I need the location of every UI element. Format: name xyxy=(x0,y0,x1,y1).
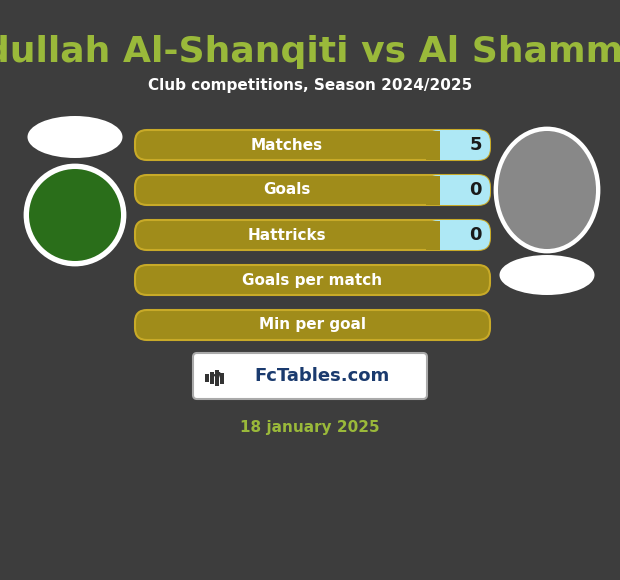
FancyBboxPatch shape xyxy=(426,175,490,205)
Text: Goals: Goals xyxy=(263,183,310,198)
Ellipse shape xyxy=(498,131,596,249)
Text: 18 january 2025: 18 january 2025 xyxy=(240,420,380,435)
Text: Matches: Matches xyxy=(250,137,322,153)
Text: 0: 0 xyxy=(469,226,482,244)
Bar xyxy=(220,372,224,383)
Ellipse shape xyxy=(27,116,123,158)
FancyBboxPatch shape xyxy=(135,265,490,295)
Bar xyxy=(215,370,219,386)
Text: Goals per match: Goals per match xyxy=(242,273,383,288)
Text: Hattricks: Hattricks xyxy=(247,227,326,242)
FancyBboxPatch shape xyxy=(135,175,490,205)
Text: Min per goal: Min per goal xyxy=(259,317,366,332)
Bar xyxy=(426,176,440,205)
Text: 5: 5 xyxy=(469,136,482,154)
Ellipse shape xyxy=(500,255,595,295)
Bar xyxy=(426,220,440,249)
FancyBboxPatch shape xyxy=(135,220,490,250)
Text: Abdullah Al-Shanqiti vs Al Shammary: Abdullah Al-Shanqiti vs Al Shammary xyxy=(0,35,620,69)
Bar xyxy=(205,374,209,382)
FancyBboxPatch shape xyxy=(135,130,490,160)
FancyBboxPatch shape xyxy=(426,130,490,160)
Circle shape xyxy=(29,169,121,261)
Text: Club competitions, Season 2024/2025: Club competitions, Season 2024/2025 xyxy=(148,78,472,93)
Bar xyxy=(426,130,440,160)
FancyBboxPatch shape xyxy=(135,310,490,340)
Ellipse shape xyxy=(495,128,599,252)
FancyBboxPatch shape xyxy=(426,220,490,250)
FancyBboxPatch shape xyxy=(193,353,427,399)
Bar xyxy=(210,372,214,384)
Circle shape xyxy=(25,165,125,265)
Text: 0: 0 xyxy=(469,181,482,199)
Text: FcTables.com: FcTables.com xyxy=(254,367,389,385)
